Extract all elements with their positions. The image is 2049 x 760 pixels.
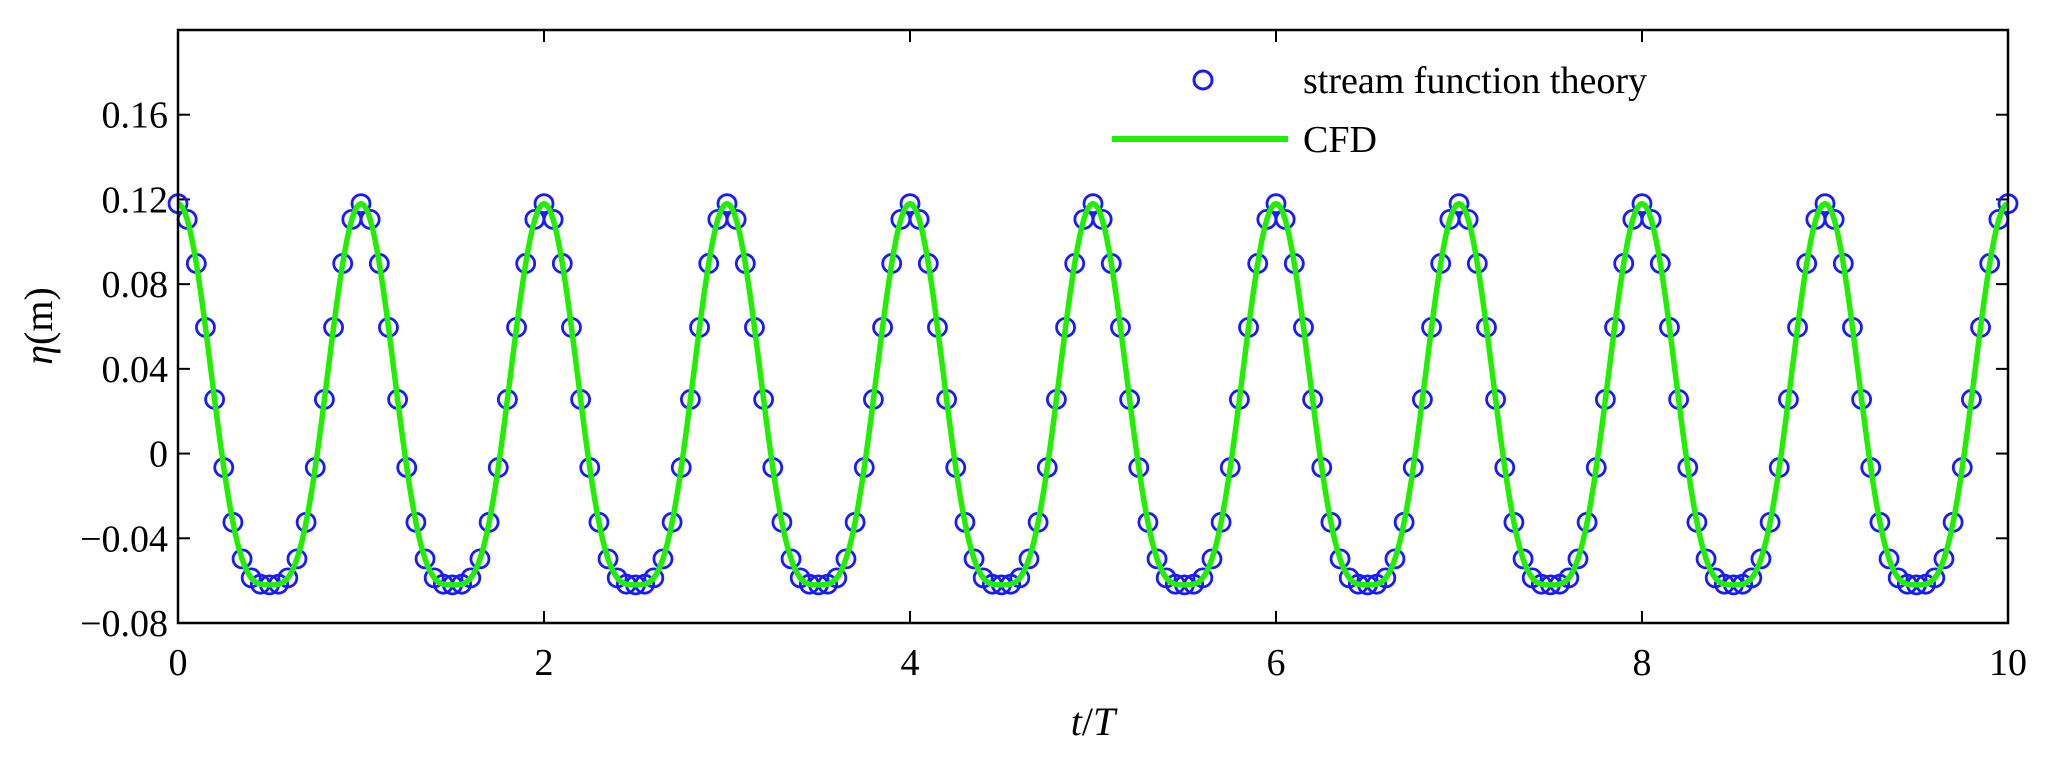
- x-tick-label: 4: [901, 642, 920, 684]
- stream-function-marker: [1924, 567, 1946, 589]
- stream-function-marker: [716, 193, 738, 215]
- y-tick-label: 0.08: [102, 264, 169, 306]
- y-axis-label: η(m): [16, 287, 61, 365]
- stream-function-marker: [826, 567, 848, 589]
- x-tick-labels: 0 2 4 6 8 10: [169, 642, 2028, 684]
- x-tick-label: 6: [1267, 642, 1286, 684]
- stream-function-marker: [533, 193, 555, 215]
- series-layer: [167, 193, 2019, 596]
- legend-marker-stream-function: [1192, 69, 1214, 91]
- stream-function-marker: [1631, 193, 1653, 215]
- y-tick-label: 0: [149, 434, 168, 476]
- stream-function-marker: [277, 567, 299, 589]
- x-tick-label: 10: [1989, 642, 2027, 684]
- x-tick-label: 8: [1633, 642, 1652, 684]
- y-axis-label-unit: (m): [16, 287, 61, 345]
- legend: stream function theory CFD: [1112, 60, 1647, 161]
- legend-label-stream-function: stream function theory: [1303, 60, 1647, 102]
- stream-function-marker: [643, 567, 665, 589]
- y-tick-labels: −0.08 −0.04 0 0.04 0.08 0.12 0.16: [80, 95, 168, 645]
- y-axis-label-symbol: η: [16, 345, 61, 365]
- stream-function-marker: [1192, 567, 1214, 589]
- plot-area-frame: [176, 28, 2010, 625]
- cfd-series-line: [176, 200, 2010, 588]
- stream-function-marker: [460, 567, 482, 589]
- y-tick-label: 0.12: [102, 179, 169, 221]
- x-axis-label: t/T: [1071, 699, 1118, 744]
- x-tick-label: 0: [169, 642, 188, 684]
- x-tick-label: 2: [535, 642, 554, 684]
- y-tick-label: −0.08: [80, 603, 168, 645]
- legend-label-cfd: CFD: [1303, 119, 1377, 161]
- stream-function-marker: [1558, 567, 1580, 589]
- stream-function-marker: [1448, 193, 1470, 215]
- stream-function-marker: [1814, 193, 1836, 215]
- stream-function-marker: [1741, 567, 1763, 589]
- x-axis-label-sep: /: [1082, 699, 1094, 744]
- y-tick-label: −0.04: [80, 518, 168, 560]
- x-axis-label-t: t: [1071, 699, 1083, 744]
- stream-function-marker: [899, 193, 921, 215]
- stream-function-marker: [1375, 567, 1397, 589]
- stream-function-marker: [1082, 193, 1104, 215]
- y-tick-label: 0.04: [102, 349, 169, 391]
- stream-function-marker: [1265, 193, 1287, 215]
- stream-function-marker: [350, 193, 372, 215]
- stream-function-marker: [1009, 567, 1031, 589]
- x-axis-label-T: T: [1093, 699, 1118, 744]
- y-tick-label: 0.16: [102, 95, 169, 137]
